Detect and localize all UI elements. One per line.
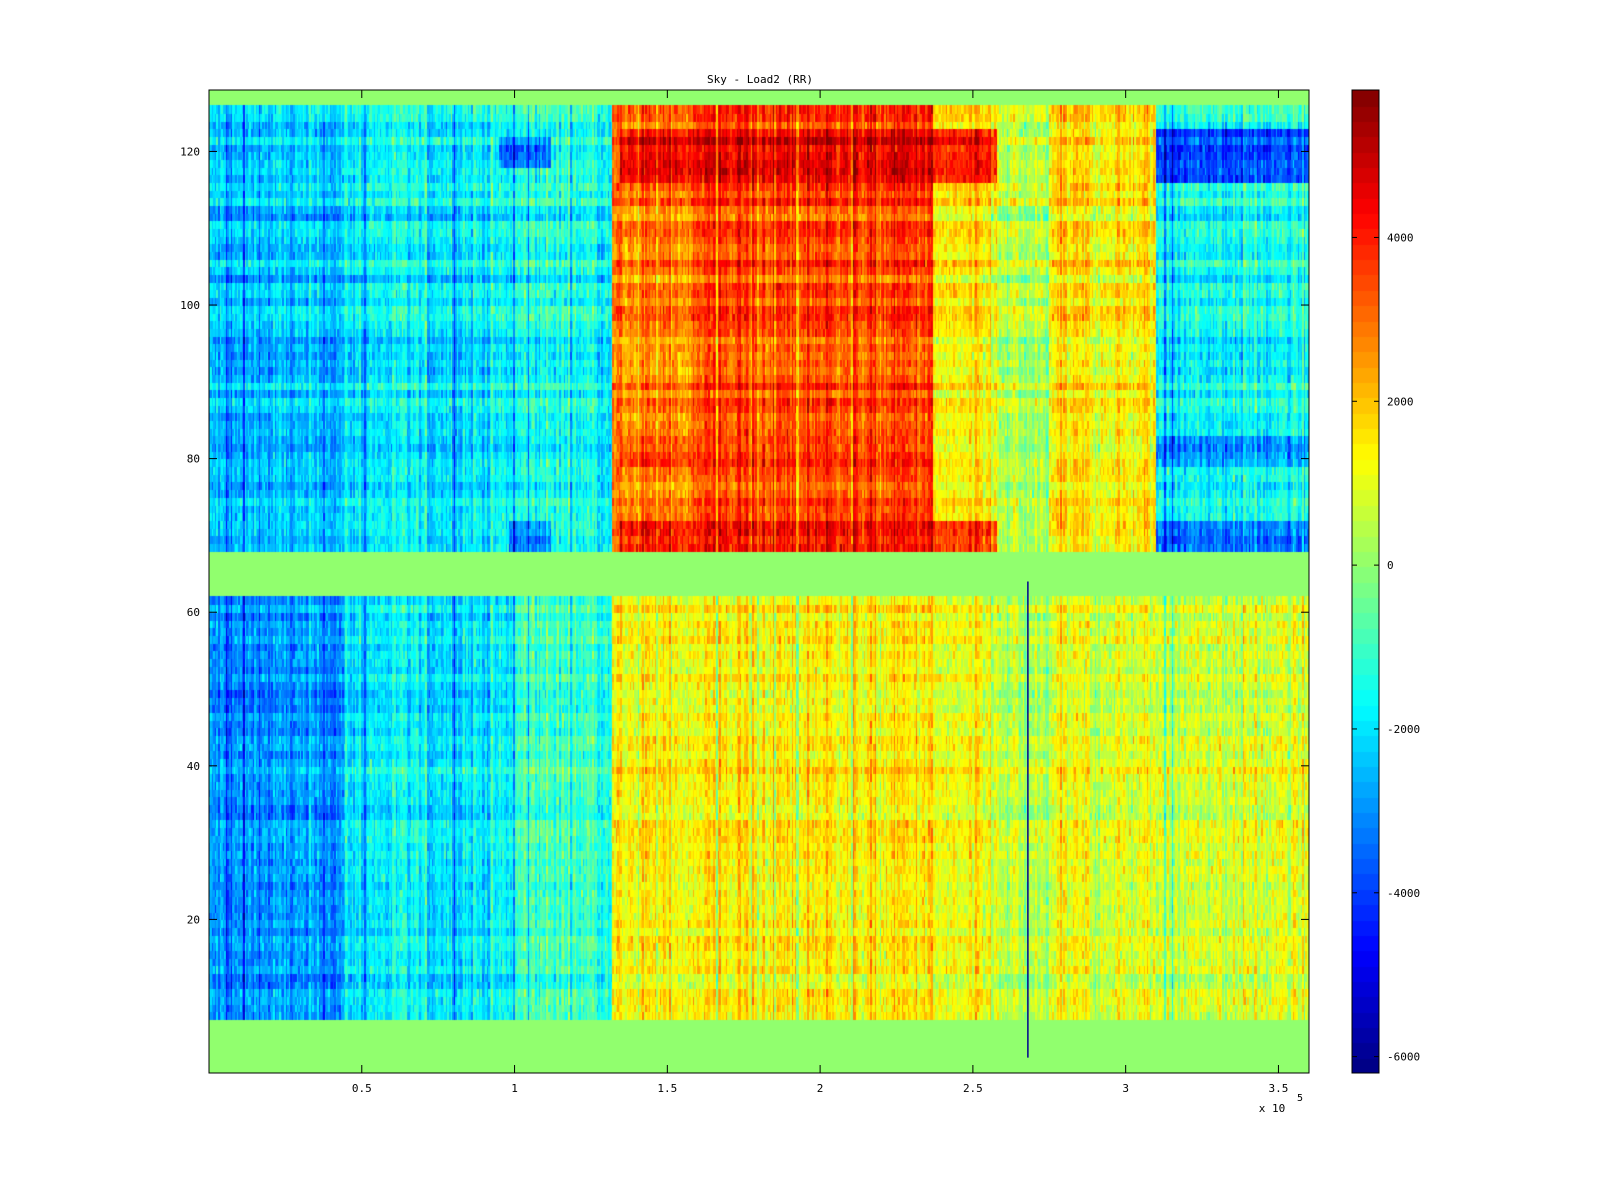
- x-tick-label: 0.5: [352, 1082, 372, 1095]
- y-tick-label: 60: [187, 606, 200, 619]
- x-tick-label: 1.5: [657, 1082, 677, 1095]
- y-tick-label: 20: [187, 913, 200, 926]
- colorbar-tick-label: -2000: [1387, 723, 1420, 736]
- x-tick-label: 3.5: [1269, 1082, 1289, 1095]
- colorbar-tick-label: -4000: [1387, 887, 1420, 900]
- x-axis-exponent-power: 5: [1297, 1093, 1303, 1104]
- colorbar-tick-label: 0: [1387, 559, 1394, 572]
- plot-axes: [208, 89, 1310, 1074]
- y-tick-label: 120: [180, 145, 200, 158]
- x-tick-label: 2: [817, 1082, 824, 1095]
- colorbar-gradient: [1352, 90, 1379, 1073]
- y-tick-label: 80: [187, 453, 200, 466]
- x-tick-label: 3: [1122, 1082, 1129, 1095]
- colorbar-ticks: 4000 2000 0 -2000 -4000 -6000: [1351, 89, 1420, 1074]
- x-tick-label: 1: [511, 1082, 518, 1095]
- y-tick-label: 100: [180, 299, 200, 312]
- colorbar-tick-label: -6000: [1387, 1051, 1420, 1064]
- plot-frame: [208, 89, 1310, 1074]
- x-axis-exponent-base: x 10: [1259, 1102, 1286, 1115]
- y-tick-label: 40: [187, 760, 200, 773]
- colorbar-tick-label: 4000: [1387, 231, 1414, 244]
- y-axis-ticks: 20 40 60 80 100 120: [180, 145, 1309, 926]
- x-axis-ticks: 0.5 1 1.5 2 2.5 3 3.5: [352, 90, 1289, 1095]
- x-tick-label: 2.5: [963, 1082, 983, 1095]
- colorbar-tick-label: 2000: [1387, 395, 1414, 408]
- colorbar-frame: [1351, 89, 1380, 1074]
- heatmap-cells: [209, 90, 1309, 1073]
- chart-title: Sky - Load2 (RR): [707, 73, 813, 86]
- colorbar: [1352, 90, 1379, 1073]
- heatmap-area: [209, 90, 1309, 1073]
